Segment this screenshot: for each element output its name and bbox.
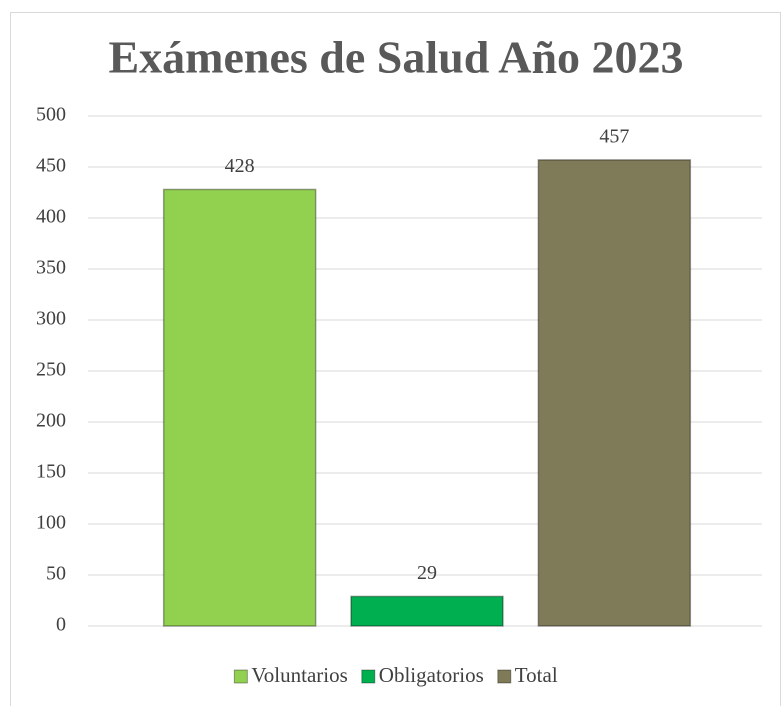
legend-label: Obligatorios bbox=[379, 663, 484, 687]
y-tick-label: 300 bbox=[36, 308, 66, 330]
chart-title: Exámenes de Salud Año 2023 bbox=[108, 32, 683, 83]
bar bbox=[537, 159, 692, 627]
value-label: 457 bbox=[599, 125, 629, 147]
legend-item: Obligatorios bbox=[361, 663, 484, 687]
y-tick-label: 50 bbox=[46, 563, 66, 585]
legend-swatch bbox=[497, 669, 512, 684]
y-tick-label: 0 bbox=[56, 614, 66, 636]
y-tick-label: 450 bbox=[36, 155, 66, 177]
y-tick-label: 200 bbox=[36, 410, 66, 432]
bar bbox=[350, 595, 504, 627]
legend-label: Voluntarios bbox=[251, 663, 347, 687]
value-label: 29 bbox=[417, 562, 437, 584]
y-tick-label: 250 bbox=[36, 359, 66, 381]
y-tick-label: 150 bbox=[36, 461, 66, 483]
y-tick-label: 500 bbox=[36, 104, 66, 126]
y-tick-label: 350 bbox=[36, 257, 66, 279]
y-tick-label: 400 bbox=[36, 206, 66, 228]
legend-swatch bbox=[233, 669, 248, 684]
legend-swatch bbox=[361, 669, 376, 684]
value-label: 428 bbox=[225, 155, 255, 177]
bar bbox=[162, 188, 317, 627]
legend-label: Total bbox=[515, 663, 558, 687]
legend-item: Total bbox=[497, 663, 558, 687]
legend-item: Voluntarios bbox=[233, 663, 348, 687]
y-tick-label: 100 bbox=[36, 512, 66, 534]
